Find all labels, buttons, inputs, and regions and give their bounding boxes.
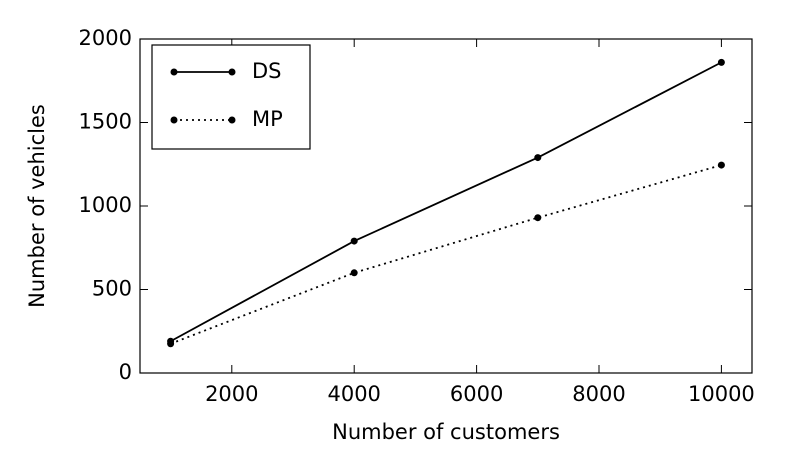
- legend-label: MP: [252, 107, 283, 131]
- legend-marker: [228, 68, 236, 76]
- legend-marker: [170, 116, 178, 124]
- data-point: [534, 154, 542, 162]
- data-point: [167, 340, 175, 348]
- y-tick-label: 0: [119, 360, 132, 384]
- data-point: [534, 214, 542, 222]
- y-tick-label: 2000: [79, 26, 132, 50]
- legend-marker: [170, 68, 178, 76]
- x-tick-label: 6000: [450, 382, 503, 406]
- data-point: [717, 58, 725, 66]
- x-tick-label: 4000: [327, 382, 380, 406]
- y-tick-label: 1500: [79, 110, 132, 134]
- plot-frame: [139, 38, 753, 374]
- y-tick-label: 1000: [79, 193, 132, 217]
- x-tick-label: 2000: [205, 382, 258, 406]
- data-point: [717, 161, 725, 169]
- data-line: [170, 61, 722, 343]
- legend-label: DS: [252, 59, 282, 83]
- data-point: [350, 237, 358, 245]
- y-axis-label: Number of vehicles: [25, 104, 49, 308]
- x-tick-label: 10000: [688, 382, 755, 406]
- x-tick-label: 8000: [572, 382, 625, 406]
- x-axis-label: Number of customers: [332, 420, 560, 444]
- y-tick-label: 500: [92, 277, 132, 301]
- data-point: [350, 269, 358, 277]
- data-line: [170, 164, 722, 345]
- legend-marker: [228, 116, 236, 124]
- legend-box: [151, 44, 311, 150]
